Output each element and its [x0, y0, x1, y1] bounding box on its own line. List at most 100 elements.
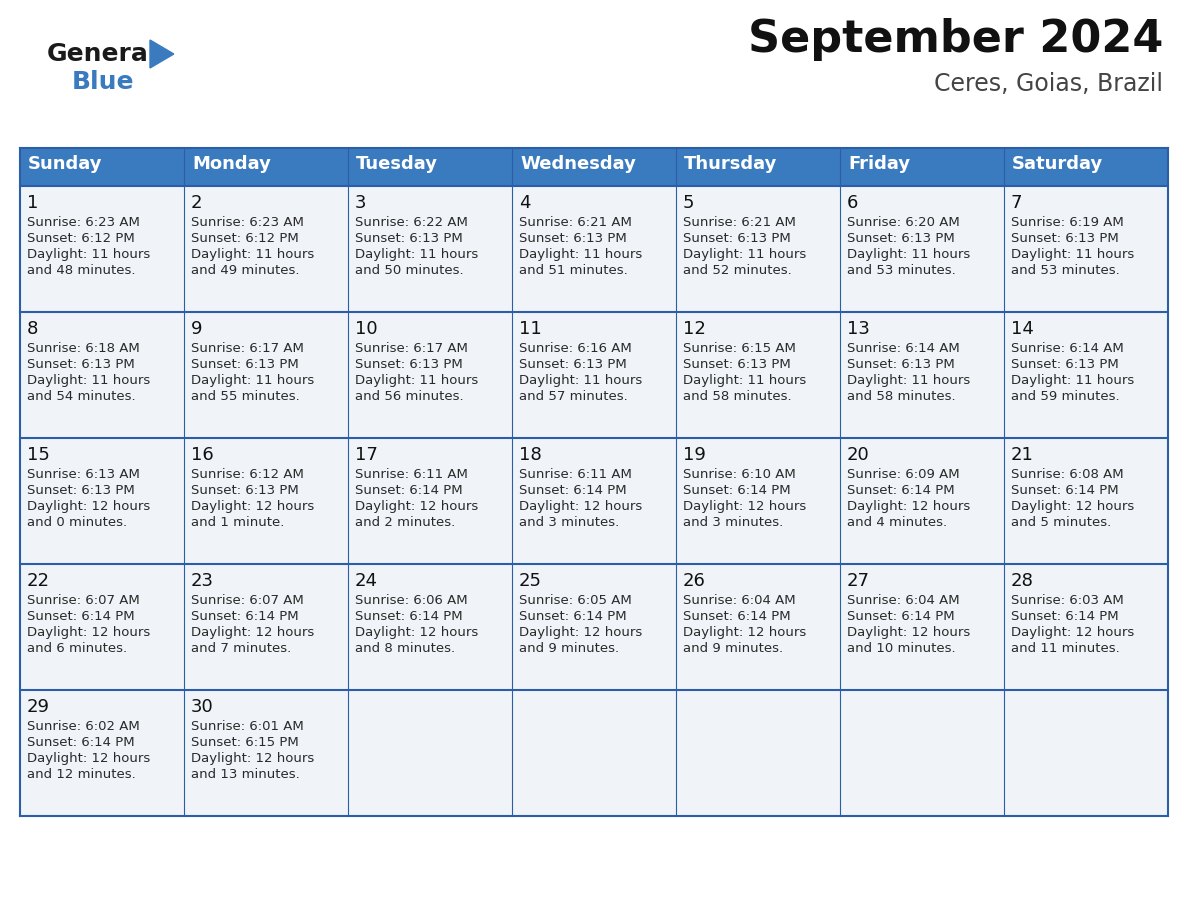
Text: Sunrise: 6:21 AM: Sunrise: 6:21 AM: [683, 216, 796, 229]
Text: 16: 16: [191, 446, 214, 464]
Text: and 2 minutes.: and 2 minutes.: [355, 516, 455, 529]
Text: Daylight: 11 hours: Daylight: 11 hours: [27, 374, 150, 387]
Text: September 2024: September 2024: [747, 18, 1163, 61]
Bar: [20, 186, 184, 312]
Bar: [512, 186, 676, 312]
Text: 19: 19: [683, 446, 706, 464]
Text: Sunrise: 6:16 AM: Sunrise: 6:16 AM: [519, 342, 632, 355]
Bar: [676, 186, 840, 312]
Text: Thursday: Thursday: [684, 155, 777, 173]
Text: and 0 minutes.: and 0 minutes.: [27, 516, 127, 529]
Bar: [1004, 438, 1168, 564]
Polygon shape: [150, 40, 173, 68]
Text: and 56 minutes.: and 56 minutes.: [355, 390, 463, 403]
Bar: [348, 690, 512, 816]
Text: Sunrise: 6:10 AM: Sunrise: 6:10 AM: [683, 468, 796, 481]
Text: 17: 17: [355, 446, 378, 464]
Text: and 5 minutes.: and 5 minutes.: [1011, 516, 1111, 529]
Text: Sunset: 6:14 PM: Sunset: 6:14 PM: [27, 610, 134, 623]
Text: Sunrise: 6:22 AM: Sunrise: 6:22 AM: [355, 216, 468, 229]
Bar: [1004, 148, 1168, 186]
Text: Daylight: 12 hours: Daylight: 12 hours: [191, 626, 315, 639]
Text: Sunrise: 6:14 AM: Sunrise: 6:14 AM: [1011, 342, 1124, 355]
Text: 21: 21: [1011, 446, 1034, 464]
Text: and 51 minutes.: and 51 minutes.: [519, 264, 627, 277]
Text: Sunrise: 6:07 AM: Sunrise: 6:07 AM: [191, 594, 304, 607]
Text: Sunrise: 6:04 AM: Sunrise: 6:04 AM: [847, 594, 960, 607]
Bar: [184, 312, 348, 438]
Text: Saturday: Saturday: [1012, 155, 1104, 173]
Text: Daylight: 11 hours: Daylight: 11 hours: [27, 248, 150, 261]
Text: Sunset: 6:14 PM: Sunset: 6:14 PM: [683, 484, 791, 497]
Bar: [676, 148, 840, 186]
Text: and 13 minutes.: and 13 minutes.: [191, 768, 299, 781]
Text: Sunday: Sunday: [29, 155, 102, 173]
Text: Sunset: 6:13 PM: Sunset: 6:13 PM: [191, 358, 298, 371]
Text: and 8 minutes.: and 8 minutes.: [355, 642, 455, 655]
Text: Sunrise: 6:02 AM: Sunrise: 6:02 AM: [27, 720, 140, 733]
Text: 20: 20: [847, 446, 870, 464]
Text: Sunrise: 6:01 AM: Sunrise: 6:01 AM: [191, 720, 304, 733]
Text: and 54 minutes.: and 54 minutes.: [27, 390, 135, 403]
Text: and 59 minutes.: and 59 minutes.: [1011, 390, 1119, 403]
Text: 6: 6: [847, 194, 859, 212]
Bar: [184, 148, 348, 186]
Bar: [512, 148, 676, 186]
Text: Sunrise: 6:11 AM: Sunrise: 6:11 AM: [355, 468, 468, 481]
Text: Sunset: 6:14 PM: Sunset: 6:14 PM: [847, 610, 955, 623]
Bar: [676, 690, 840, 816]
Text: Sunset: 6:12 PM: Sunset: 6:12 PM: [27, 232, 134, 245]
Text: Sunrise: 6:20 AM: Sunrise: 6:20 AM: [847, 216, 960, 229]
Text: Daylight: 12 hours: Daylight: 12 hours: [355, 626, 479, 639]
Text: and 58 minutes.: and 58 minutes.: [683, 390, 791, 403]
Text: Daylight: 12 hours: Daylight: 12 hours: [683, 626, 807, 639]
Text: Sunrise: 6:09 AM: Sunrise: 6:09 AM: [847, 468, 960, 481]
Text: Sunrise: 6:06 AM: Sunrise: 6:06 AM: [355, 594, 468, 607]
Text: Blue: Blue: [72, 70, 134, 94]
Text: 29: 29: [27, 698, 50, 716]
Bar: [1004, 312, 1168, 438]
Text: 24: 24: [355, 572, 378, 590]
Text: 8: 8: [27, 320, 38, 338]
Text: 12: 12: [683, 320, 706, 338]
Bar: [840, 564, 1004, 690]
Bar: [348, 564, 512, 690]
Bar: [840, 312, 1004, 438]
Text: Daylight: 12 hours: Daylight: 12 hours: [27, 752, 150, 765]
Text: and 53 minutes.: and 53 minutes.: [847, 264, 956, 277]
Bar: [184, 438, 348, 564]
Text: Sunrise: 6:07 AM: Sunrise: 6:07 AM: [27, 594, 140, 607]
Text: and 1 minute.: and 1 minute.: [191, 516, 284, 529]
Text: Daylight: 11 hours: Daylight: 11 hours: [519, 248, 643, 261]
Text: Sunrise: 6:14 AM: Sunrise: 6:14 AM: [847, 342, 960, 355]
Text: Daylight: 11 hours: Daylight: 11 hours: [683, 248, 807, 261]
Text: Sunrise: 6:08 AM: Sunrise: 6:08 AM: [1011, 468, 1124, 481]
Text: Daylight: 12 hours: Daylight: 12 hours: [27, 626, 150, 639]
Text: and 53 minutes.: and 53 minutes.: [1011, 264, 1120, 277]
Text: Sunset: 6:13 PM: Sunset: 6:13 PM: [27, 358, 134, 371]
Text: Monday: Monday: [192, 155, 271, 173]
Text: Daylight: 11 hours: Daylight: 11 hours: [191, 374, 315, 387]
Text: Daylight: 12 hours: Daylight: 12 hours: [191, 752, 315, 765]
Text: 9: 9: [191, 320, 202, 338]
Text: Ceres, Goias, Brazil: Ceres, Goias, Brazil: [934, 72, 1163, 96]
Text: Sunset: 6:14 PM: Sunset: 6:14 PM: [1011, 484, 1119, 497]
Text: and 7 minutes.: and 7 minutes.: [191, 642, 291, 655]
Bar: [20, 690, 184, 816]
Text: and 49 minutes.: and 49 minutes.: [191, 264, 299, 277]
Text: 5: 5: [683, 194, 695, 212]
Text: Daylight: 12 hours: Daylight: 12 hours: [683, 500, 807, 513]
Text: Sunset: 6:14 PM: Sunset: 6:14 PM: [519, 484, 626, 497]
Text: Sunrise: 6:23 AM: Sunrise: 6:23 AM: [191, 216, 304, 229]
Text: Sunset: 6:14 PM: Sunset: 6:14 PM: [1011, 610, 1119, 623]
Bar: [348, 186, 512, 312]
Text: 4: 4: [519, 194, 531, 212]
Bar: [20, 564, 184, 690]
Text: Sunrise: 6:19 AM: Sunrise: 6:19 AM: [1011, 216, 1124, 229]
Text: Daylight: 11 hours: Daylight: 11 hours: [355, 374, 479, 387]
Text: Daylight: 12 hours: Daylight: 12 hours: [191, 500, 315, 513]
Text: Sunrise: 6:03 AM: Sunrise: 6:03 AM: [1011, 594, 1124, 607]
Text: Sunrise: 6:17 AM: Sunrise: 6:17 AM: [355, 342, 468, 355]
Bar: [512, 564, 676, 690]
Text: 14: 14: [1011, 320, 1034, 338]
